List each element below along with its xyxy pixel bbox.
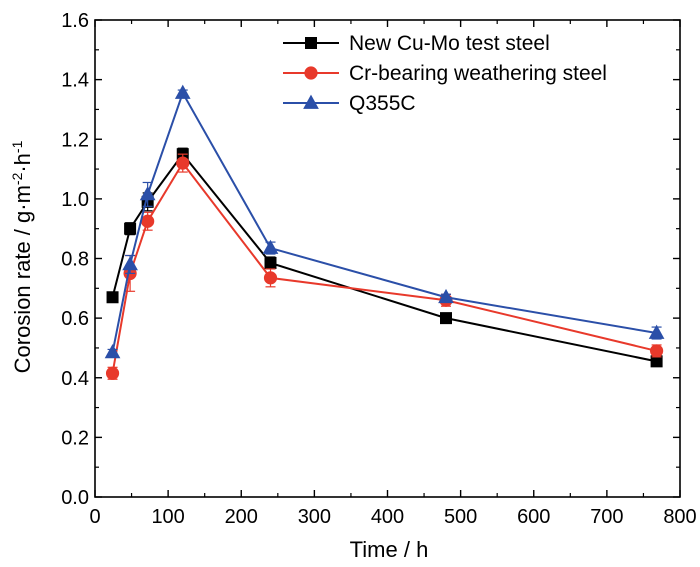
data-point <box>104 344 121 359</box>
x-tick-label: 800 <box>663 506 696 528</box>
y-tick-label: 0.0 <box>61 487 89 509</box>
legend-label: New Cu-Mo test steel <box>349 32 550 55</box>
y-tick-label: 0.6 <box>61 308 89 330</box>
x-tick-label: 700 <box>590 506 623 528</box>
data-point <box>139 186 156 201</box>
data-point <box>141 214 155 228</box>
series-3 <box>104 84 665 359</box>
axis-titles: Time / h Corosion rate / g·m-2·h-1 <box>9 140 428 562</box>
legend-marker <box>305 37 317 49</box>
data-point <box>438 288 454 304</box>
axes: 0 100 200 300 400 500 600 700 800 0.0 0.2 0.4 0.6 0.8… <box>61 10 697 528</box>
data-point <box>648 324 665 339</box>
data-point <box>262 239 279 254</box>
data-point <box>263 271 278 285</box>
legend-marker <box>303 94 319 109</box>
data-point <box>440 312 452 325</box>
x-tick-label: 600 <box>517 506 550 528</box>
series-line <box>111 161 657 374</box>
x-tick-label: 100 <box>151 506 184 528</box>
y-tick-label: 1.6 <box>61 10 89 32</box>
y-axis-label-exp2: -1 <box>9 140 25 153</box>
data-point <box>105 366 120 380</box>
y-axis-label: Corosion rate / g·m-2·h-1 <box>9 140 35 373</box>
series-group <box>104 84 665 380</box>
x-tick-label: 200 <box>225 506 258 528</box>
legend-entry-3: Q355C <box>283 92 416 115</box>
x-tick-label: 0 <box>89 506 100 528</box>
y-axis-label-exp1: -2 <box>9 172 25 185</box>
y-axis-label-unit: ·h <box>10 153 35 173</box>
data-point <box>650 344 664 358</box>
legend-marker <box>304 66 318 80</box>
x-tick-label: 500 <box>444 506 477 528</box>
x-tick-label: 400 <box>371 506 404 528</box>
data-point <box>174 84 191 99</box>
data-point <box>124 222 137 235</box>
y-tick-label: 1.2 <box>61 129 89 151</box>
series-line <box>111 90 657 353</box>
y-tick-label: 0.2 <box>61 427 89 449</box>
x-axis-label: Time / h <box>350 537 429 562</box>
y-tick-label: 0.8 <box>61 249 89 271</box>
data-point <box>106 291 119 304</box>
x-tick-label: 300 <box>298 506 331 528</box>
legend-entry-1: New Cu-Mo test steel <box>283 32 550 55</box>
y-tick-label: 1.4 <box>61 70 89 92</box>
legend: New Cu-Mo test steel Cr-bearing weatherin… <box>283 32 607 115</box>
data-point <box>122 256 138 271</box>
legend-label: Cr-bearing weathering steel <box>349 62 607 85</box>
series-1 <box>106 147 663 368</box>
y-tick-label: 0.4 <box>61 368 89 390</box>
legend-entry-2: Cr-bearing weathering steel <box>283 62 607 85</box>
legend-label: Q355C <box>349 92 416 115</box>
y-tick-label: 1.0 <box>61 189 89 211</box>
data-point <box>264 256 277 269</box>
y-axis-label-text: Corosion rate / g·m <box>10 185 35 373</box>
data-point <box>176 156 190 170</box>
